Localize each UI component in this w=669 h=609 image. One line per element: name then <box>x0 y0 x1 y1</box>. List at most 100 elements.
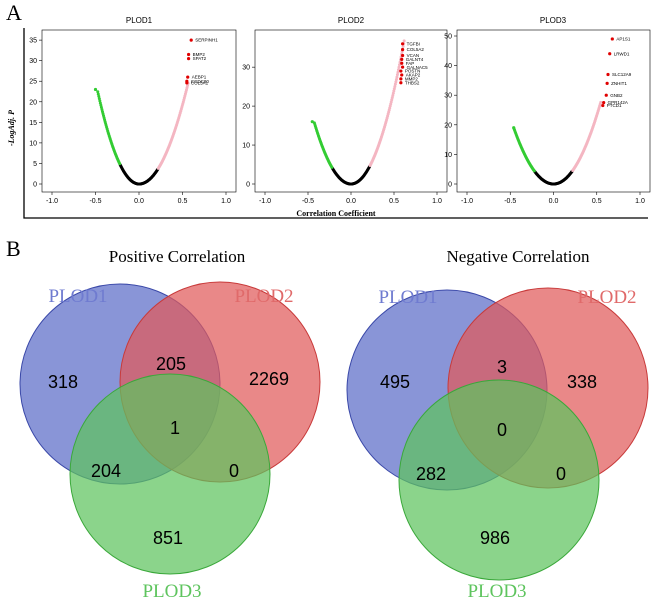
top-gene-label: GALNT4 <box>406 57 424 62</box>
top-gene-label: MMP2 <box>405 76 418 81</box>
top-gene-point <box>602 101 606 105</box>
top-gene-point <box>601 103 605 108</box>
x-tick-label: 0.0 <box>346 198 356 205</box>
y-tick-label: 35 <box>29 38 37 45</box>
curve-point-negative <box>96 92 100 96</box>
y-tick-label: 10 <box>242 143 250 150</box>
top-gene-point <box>189 38 193 42</box>
top-gene-label: ZNHIT1 <box>611 81 627 86</box>
venn-circle-plod3 <box>398 379 600 581</box>
top-gene-point <box>400 57 404 61</box>
y-tick-label: 0 <box>246 182 250 189</box>
x-tick-label: -1.0 <box>46 198 58 205</box>
top-gene-point <box>186 57 191 61</box>
curve-point-positive <box>393 82 397 86</box>
y-tick-label: 20 <box>242 104 250 111</box>
count-plod2-plod3: 0 <box>229 461 239 481</box>
x-tick-label: 0.0 <box>134 198 144 205</box>
curve-point-positive <box>395 75 399 79</box>
venn-title: Positive Correlation <box>109 247 246 266</box>
count-only-plod3: 986 <box>480 528 510 548</box>
top-gene-label: AEBP1 <box>192 75 207 80</box>
count-only-plod1: 318 <box>48 372 78 392</box>
y-tick-label: 0 <box>448 182 452 189</box>
x-tick-label: 0.5 <box>178 198 188 205</box>
top-gene-label: VCAN <box>407 53 420 58</box>
curve-point-positive <box>599 100 603 104</box>
x-tick-label: -0.5 <box>504 198 516 205</box>
y-tick-label: 10 <box>29 140 37 147</box>
top-gene-label: TGFBI <box>407 41 420 46</box>
x-tick-label: 0.0 <box>549 198 559 205</box>
curve-point-positive <box>398 63 402 67</box>
curve-point-positive <box>392 87 396 91</box>
top-gene-point <box>399 81 403 85</box>
panel-a-letter: A <box>6 0 22 25</box>
top-gene-label: POSTN <box>405 69 421 74</box>
count-only-plod2: 2269 <box>249 369 289 389</box>
top-gene-label: CCDC80 <box>191 79 210 84</box>
y-tick-label: 0 <box>33 182 37 189</box>
plot-title: PLOD1 <box>126 16 153 25</box>
y-tick-label: 15 <box>29 120 37 127</box>
curve-point-positive <box>392 89 396 93</box>
volcano-plot-plod2: PLOD2 -1.0 -0.5 0.0 0.5 1.0 0 10 20 30 TGFBICOL5… <box>242 16 448 205</box>
count-only-plod2: 338 <box>567 372 597 392</box>
top-gene-label: GNB2 <box>610 93 623 98</box>
y-tick-label: 10 <box>444 152 452 159</box>
x-tick-label: -1.0 <box>461 198 473 205</box>
top-gene-label: GALNAC5 <box>407 65 429 70</box>
y-axis-label: -LogAdj. P <box>7 110 16 146</box>
top-gene-point <box>604 93 608 97</box>
count-plod1-plod2: 205 <box>156 354 186 374</box>
top-gene-point <box>401 53 405 58</box>
curve-point-positive <box>396 68 400 72</box>
top-gene-point <box>605 81 609 85</box>
top-gene-label: AP1S1 <box>616 37 631 42</box>
y-tick-label: 30 <box>29 58 37 65</box>
venn-negative: Negative Correlation PLOD1 PLOD2 PLOD3 4… <box>346 247 649 602</box>
set-label-plod3: PLOD3 <box>142 581 201 602</box>
x-tick-label: -0.5 <box>89 198 101 205</box>
venn-title: Negative Correlation <box>446 247 590 266</box>
outlier-point <box>310 120 314 124</box>
count-all-three: 1 <box>170 418 180 438</box>
panel-a-frame <box>23 28 648 219</box>
venn-circle-plod3 <box>69 373 271 575</box>
y-tick-label: 20 <box>29 99 37 106</box>
top-gene-point <box>400 61 404 65</box>
y-tick-label: 30 <box>242 65 250 72</box>
top-gene-label: SPAT2 <box>193 56 207 61</box>
top-gene-point <box>401 48 405 52</box>
plot-title: PLOD3 <box>540 16 567 25</box>
outlier-point <box>93 87 98 92</box>
top-gene-point <box>399 77 403 81</box>
count-plod1-plod2: 3 <box>497 357 507 377</box>
x-tick-label: 0.5 <box>592 198 602 205</box>
y-tick-label: 40 <box>444 63 452 70</box>
top-gene-point <box>401 65 405 69</box>
curve-point-positive <box>394 80 398 84</box>
top-gene-label: SERPINH1 <box>195 38 218 43</box>
plot-title: PLOD2 <box>338 16 365 25</box>
top-gene-point <box>606 72 610 77</box>
x-tick-label: -0.5 <box>302 198 314 205</box>
top-gene-point <box>610 37 614 41</box>
set-label-plod2: PLOD2 <box>234 286 293 307</box>
curve-point-positive <box>393 84 397 88</box>
outlier-point <box>512 126 516 130</box>
top-gene-label: COL5A1 <box>191 80 209 85</box>
top-gene-label: GPR142A <box>608 100 628 105</box>
y-tick-label: 50 <box>444 34 452 41</box>
panel-b-letter: B <box>6 236 21 261</box>
set-label-plod3: PLOD3 <box>467 581 526 602</box>
top-gene-label: LRWD1 <box>614 51 630 56</box>
set-label-plod2: PLOD2 <box>577 287 636 308</box>
top-gene-label: PTCD1 <box>607 103 622 108</box>
y-tick-label: 5 <box>33 161 37 168</box>
top-gene-point <box>608 52 612 56</box>
volcano-plot-plod3: PLOD3 -1.0 -0.5 0.0 0.5 1.0 0 10 20 30 40 50 AP1S1… <box>444 16 651 205</box>
top-gene-point <box>185 81 189 85</box>
count-only-plod3: 851 <box>153 528 183 548</box>
